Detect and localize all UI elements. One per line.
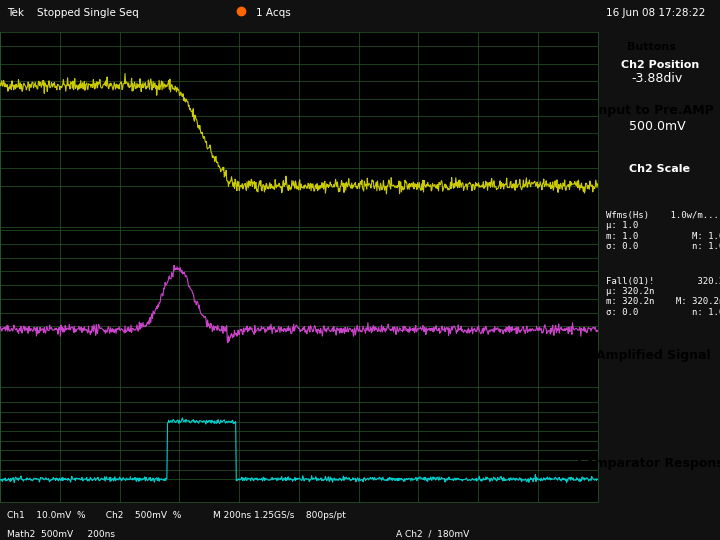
Text: Fall(01)!        320.2ns
μ: 320.2n
m: 320.2n    M: 320.2n
σ: 0.0          n: 1.0: Fall(01)! 320.2ns μ: 320.2n m: 320.2n M:… bbox=[606, 276, 720, 317]
Text: Ch1    10.0mV  %       Ch2    500mV  %           M 200ns 1.25GS/s    800ps/pt: Ch1 10.0mV % Ch2 500mV % M 200ns 1.25GS/… bbox=[7, 511, 346, 520]
Text: Amplified Signal: Amplified Signal bbox=[596, 349, 711, 362]
Text: 1 Acqs: 1 Acqs bbox=[256, 9, 291, 18]
Text: Math2  500mV     200ns: Math2 500mV 200ns bbox=[7, 530, 115, 539]
Text: Buttons: Buttons bbox=[627, 42, 676, 52]
Text: Input to Pre.AMP: Input to Pre.AMP bbox=[593, 104, 714, 117]
Text: 500.0mV: 500.0mV bbox=[629, 120, 685, 133]
Text: 16 Jun 08 17:28:22: 16 Jun 08 17:28:22 bbox=[606, 9, 706, 18]
Text: Wfms(Hs)    1.0w/m...
μ: 1.0
m: 1.0          M: 1.0
σ: 0.0          n: 1.0: Wfms(Hs) 1.0w/m... μ: 1.0 m: 1.0 M: 1.0 … bbox=[606, 211, 720, 251]
Text: Comparator Response: Comparator Response bbox=[577, 457, 720, 470]
Text: Ch2 Position: Ch2 Position bbox=[621, 60, 699, 70]
Text: Tek    Stopped Single Seq: Tek Stopped Single Seq bbox=[7, 9, 139, 18]
Text: Ch2 Scale: Ch2 Scale bbox=[629, 164, 690, 174]
Text: A Ch2  /  180mV: A Ch2 / 180mV bbox=[396, 530, 469, 539]
Text: -3.88div: -3.88div bbox=[631, 72, 683, 85]
